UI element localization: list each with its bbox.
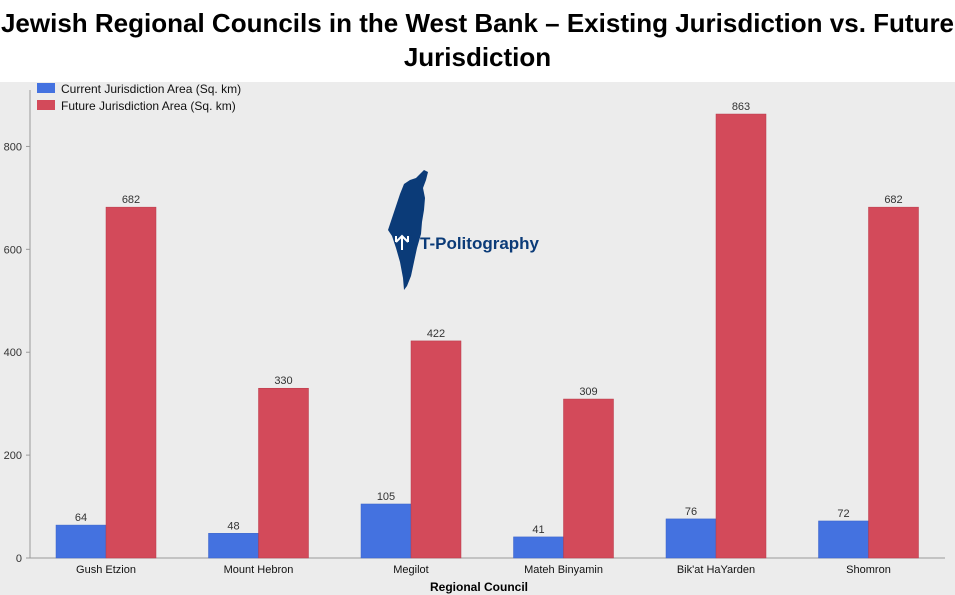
y-tick-label: 800 — [4, 141, 22, 153]
chart-legend: Current Jurisdiction Area (Sq. km) Future… — [37, 82, 241, 113]
x-tick-label: Bik'at HaYarden — [677, 564, 755, 576]
current-area-data-label: 105 — [377, 491, 395, 503]
chart-bars — [55, 113, 919, 559]
current-area-data-label: 41 — [532, 524, 544, 536]
chart-title: Jewish Regional Councils in the West Ban… — [0, 8, 955, 72]
x-axis-title: Regional Council — [430, 580, 528, 594]
future-area-bar — [410, 340, 462, 559]
future-area-bar — [258, 387, 309, 559]
future-area-data-label: 682 — [122, 194, 140, 206]
israel-map-logo-icon — [388, 170, 428, 290]
current-area-bar — [360, 503, 412, 559]
fork-symbol-icon — [395, 234, 409, 250]
watermark-logo: T-Politography — [388, 170, 540, 290]
chart-data-labels: 64 682 48 330 105 422 41 309 76 863 72 682 — [75, 101, 903, 536]
current-area-bar — [55, 524, 107, 559]
x-tick-label: Mount Hebron — [224, 564, 294, 576]
future-area-data-label: 682 — [884, 194, 902, 206]
current-area-data-label: 72 — [837, 508, 849, 520]
future-area-bar — [105, 206, 157, 559]
y-tick-label: 400 — [4, 347, 22, 359]
legend-swatch-current — [37, 83, 55, 93]
future-area-data-label: 863 — [732, 101, 750, 113]
future-area-bar — [715, 113, 767, 559]
future-area-data-label: 330 — [274, 375, 292, 387]
x-tick-label: Gush Etzion — [76, 564, 136, 576]
legend-swatch-future — [37, 100, 55, 110]
y-tick-label: 200 — [4, 450, 22, 462]
current-area-data-label: 48 — [227, 520, 239, 532]
x-tick-label: Megilot — [393, 564, 428, 576]
legend-label-current: Current Jurisdiction Area (Sq. km) — [61, 82, 241, 96]
legend-label-future: Future Jurisdiction Area (Sq. km) — [61, 99, 236, 113]
chart-axes: 0 200 400 600 800 Gush Etzion Mount Hebron Megi… — [4, 90, 945, 594]
future-area-bar — [868, 206, 919, 559]
y-tick-label: 600 — [4, 244, 22, 256]
x-tick-label: Mateh Binyamin — [524, 564, 603, 576]
current-area-bar — [818, 520, 869, 559]
current-area-bar — [665, 518, 717, 559]
plot-background — [0, 82, 955, 595]
watermark-text: T-Politography — [420, 234, 540, 253]
future-area-bar — [563, 398, 614, 559]
current-area-data-label: 76 — [685, 506, 697, 518]
future-area-data-label: 422 — [427, 328, 445, 340]
current-area-bar — [208, 533, 259, 559]
current-area-bar — [513, 536, 564, 559]
current-area-data-label: 64 — [75, 512, 87, 524]
y-tick-label: 0 — [16, 553, 22, 565]
future-area-data-label: 309 — [579, 386, 597, 398]
x-tick-label: Shomron — [846, 564, 891, 576]
